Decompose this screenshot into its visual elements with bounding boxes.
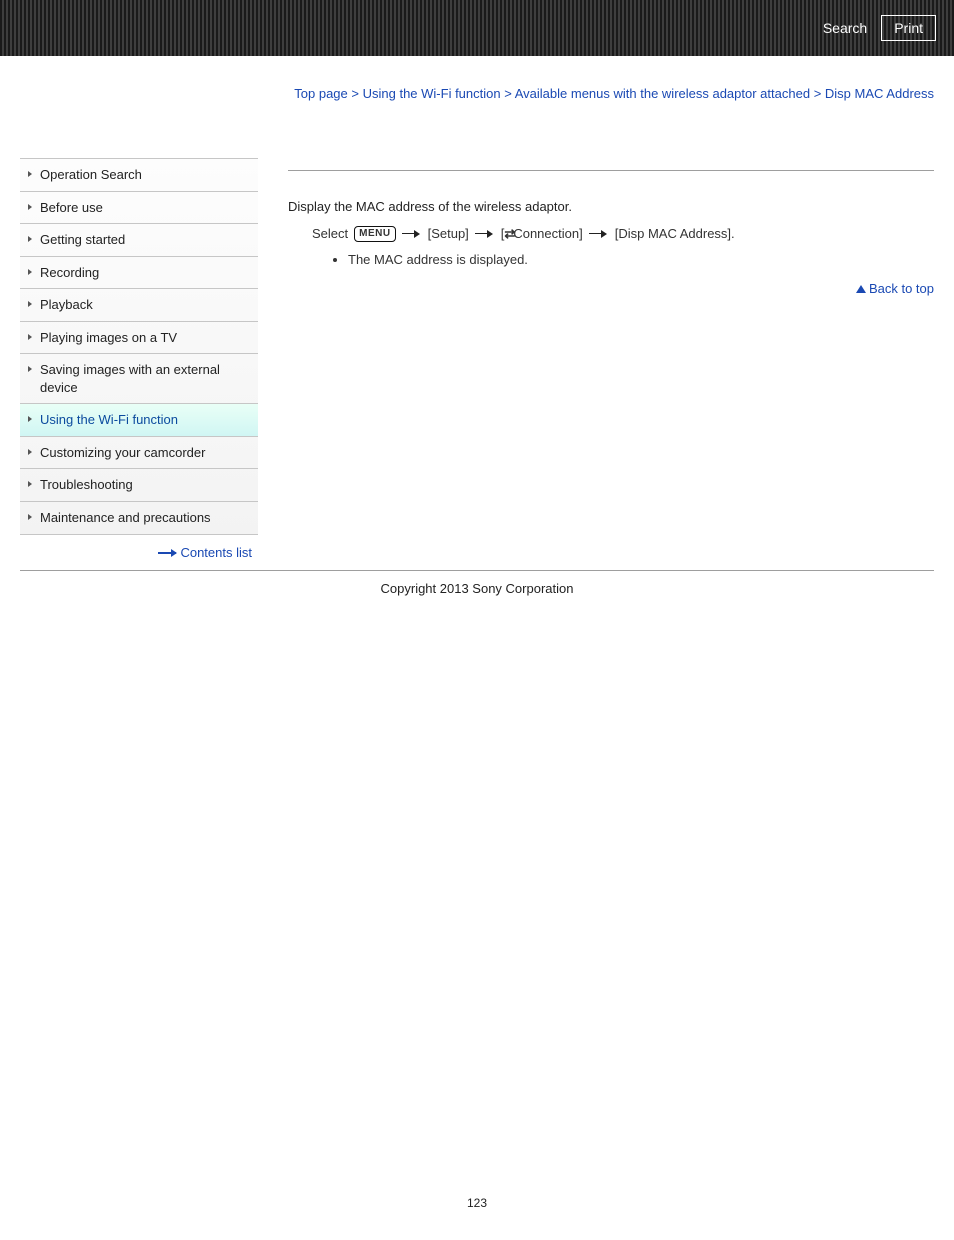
sidebar-item-4[interactable]: Playback xyxy=(20,289,258,322)
print-button[interactable]: Print xyxy=(881,15,936,41)
breadcrumb: Top page > Using the Wi-Fi function > Av… xyxy=(288,84,934,104)
sidebar: Operation SearchBefore useGetting starte… xyxy=(0,56,262,560)
back-to-top-link[interactable]: Back to top xyxy=(288,281,934,296)
breadcrumb-menus[interactable]: Available menus with the wireless adapto… xyxy=(515,86,810,101)
breadcrumb-top-page[interactable]: Top page xyxy=(294,86,348,101)
breadcrumb-sep: > xyxy=(814,86,822,101)
step-line: Select MENU [Setup] [⇄Connection] [Disp … xyxy=(312,226,934,242)
nav-list: Operation SearchBefore useGetting starte… xyxy=(20,158,258,535)
sidebar-item-1[interactable]: Before use xyxy=(20,192,258,225)
step-connection: [⇄Connection] xyxy=(501,226,583,242)
sidebar-item-7[interactable]: Using the Wi-Fi function xyxy=(20,404,258,437)
triangle-up-icon xyxy=(856,285,866,293)
breadcrumb-current[interactable]: Disp MAC Address xyxy=(825,86,934,101)
arrow-right-icon xyxy=(589,229,609,239)
back-to-top-label: Back to top xyxy=(869,281,934,296)
connection-text: Connection] xyxy=(513,226,582,241)
bullet-item: The MAC address is displayed. xyxy=(348,252,934,267)
page-number: 123 xyxy=(0,1196,954,1240)
divider xyxy=(288,170,934,171)
breadcrumb-sep: > xyxy=(351,86,359,101)
bullet-list: The MAC address is displayed. xyxy=(312,252,934,267)
sidebar-item-0[interactable]: Operation Search xyxy=(20,159,258,192)
arrow-right-icon xyxy=(402,229,422,239)
breadcrumb-sep: > xyxy=(504,86,512,101)
sidebar-item-5[interactable]: Playing images on a TV xyxy=(20,322,258,355)
arrow-right-icon xyxy=(475,229,495,239)
main-content: Top page > Using the Wi-Fi function > Av… xyxy=(262,56,954,560)
sidebar-item-8[interactable]: Customizing your camcorder xyxy=(20,437,258,470)
bottom-divider xyxy=(20,570,934,571)
sidebar-item-9[interactable]: Troubleshooting xyxy=(20,469,258,502)
top-bar: Search Print xyxy=(0,0,954,56)
breadcrumb-wifi[interactable]: Using the Wi-Fi function xyxy=(363,86,501,101)
step-prefix: Select xyxy=(312,226,348,241)
contents-list-link[interactable]: Contents list xyxy=(20,535,258,560)
search-link[interactable]: Search xyxy=(823,20,867,36)
contents-list-label: Contents list xyxy=(180,545,252,560)
description-text: Display the MAC address of the wireless … xyxy=(288,199,934,214)
arrow-right-icon xyxy=(158,552,176,554)
step-setup: [Setup] xyxy=(428,226,469,241)
sidebar-item-3[interactable]: Recording xyxy=(20,257,258,290)
sidebar-item-10[interactable]: Maintenance and precautions xyxy=(20,502,258,535)
copyright-text: Copyright 2013 Sony Corporation xyxy=(0,577,954,616)
sidebar-item-6[interactable]: Saving images with an external device xyxy=(20,354,258,404)
menu-badge-icon: MENU xyxy=(354,226,395,242)
step-target: [Disp MAC Address]. xyxy=(615,226,735,241)
sidebar-item-2[interactable]: Getting started xyxy=(20,224,258,257)
